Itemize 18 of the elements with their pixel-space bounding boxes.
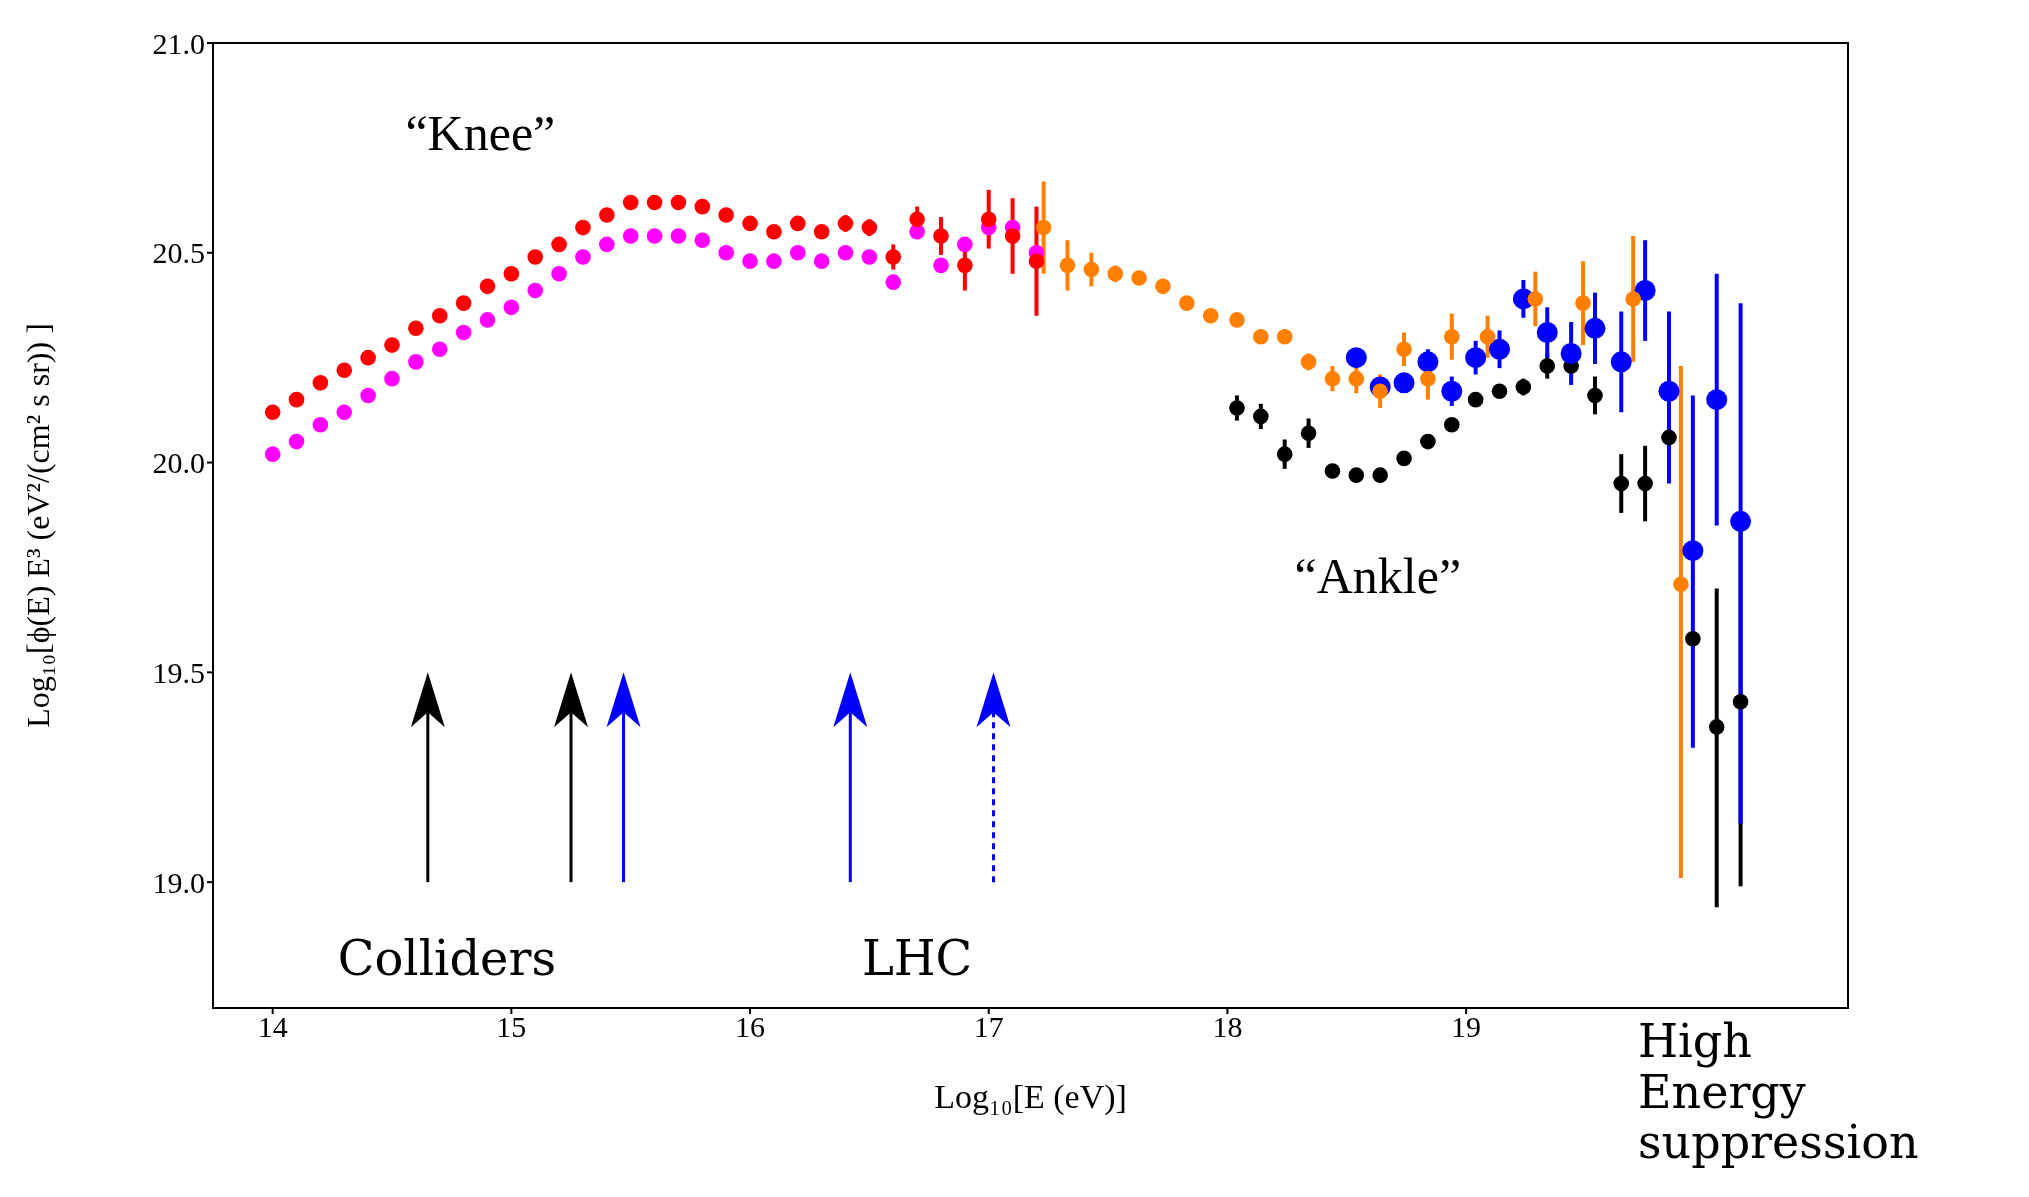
x-tick-label: 18 <box>1212 1010 1243 1044</box>
x-tick-label: 14 <box>257 1010 288 1044</box>
x-tick-label: 15 <box>496 1010 527 1044</box>
annotation: “Ankle” <box>1294 547 1462 604</box>
text: High Energy suppression <box>1637 1014 1919 1170</box>
x-tick-label: 17 <box>973 1010 1004 1044</box>
x-axis-title: Log₁₀[E (eV)] <box>934 1078 1127 1116</box>
x-tick-label: 16 <box>735 1010 766 1044</box>
y-tick-label: 19.0 <box>152 865 205 899</box>
y-axis-title: Log₁₀[ϕ(E) E³ (eV²/(cm² s sr)) ] <box>20 323 57 728</box>
annotation: LHC <box>861 929 973 986</box>
annotation: “Knee” <box>405 104 556 161</box>
x-tick-label: 19 <box>1451 1010 1482 1044</box>
annotation: Colliders <box>337 929 557 986</box>
y-tick-label: 21.0 <box>152 26 205 60</box>
y-tick-label: 20.5 <box>152 236 205 270</box>
y-tick-label: 20.0 <box>152 446 205 480</box>
y-tick-label: 19.5 <box>152 656 205 689</box>
